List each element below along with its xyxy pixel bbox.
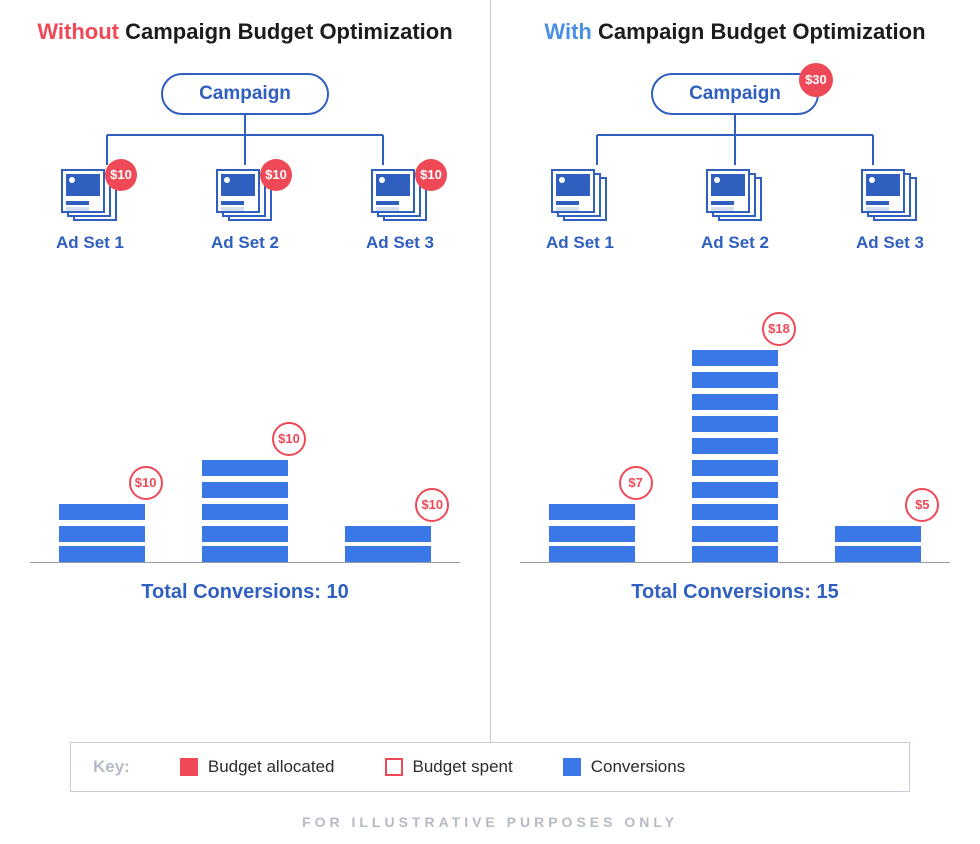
conversion-segment [835,546,921,562]
adset-stack-icon: $10 [216,169,274,221]
panel-without-cbo: Without Campaign Budget Optimization Cam… [0,0,490,760]
conversion-segment [345,526,431,542]
panel-with-cbo: With Campaign Budget Optimization Campai… [490,0,980,760]
campaign-label: Campaign [199,83,291,104]
budget-spent-badge: $10 [129,466,163,500]
budget-allocated-badge: $10 [260,159,292,191]
conversion-chart: $7 $18 $5 [520,303,950,563]
adset-label: Ad Set 2 [211,233,279,253]
total-conversions: Total Conversions: 10 [141,581,348,604]
legend-label: Budget allocated [208,757,335,777]
adset-stack-icon [706,169,764,221]
bar-column: $7 [537,498,647,562]
conversion-segment [549,504,635,520]
conversion-segment [59,526,145,542]
budget-spent-badge: $18 [762,312,796,346]
conversion-segment [549,546,635,562]
tree-connector-icon [535,115,935,171]
conversion-segment [202,482,288,498]
conversion-segment [202,526,288,542]
legend-item: Budget spent [385,757,513,777]
conversion-segment [59,504,145,520]
conversion-segment [835,526,921,542]
adset-node: Ad Set 1 [520,169,640,253]
conversion-chart: $10$10$10 [30,303,460,563]
adset-stack-icon [861,169,919,221]
swatch-budget-spent-icon [385,758,403,776]
budget-allocated-badge: $30 [799,63,833,97]
legend-item: Budget allocated [180,757,335,777]
conversion-segment [202,460,288,476]
bar-column: $18 [680,344,790,562]
bar-column: $10 [47,498,157,562]
tree-connector-icon [45,115,445,171]
bar-column: $10 [333,520,443,562]
conversion-segment [692,546,778,562]
conversion-segment [692,350,778,366]
legend-label: Budget spent [413,757,513,777]
title-accent: Without [37,19,119,44]
conversion-segment [692,504,778,520]
adset-node: Ad Set 2 [675,169,795,253]
campaign-node: Campaign [161,73,329,115]
title-accent: With [544,19,591,44]
conversion-segment [692,482,778,498]
title-rest: Campaign Budget Optimization [598,19,926,44]
conversion-segment [692,438,778,454]
campaign-label: Campaign [689,83,781,104]
conversion-segment [202,546,288,562]
conversion-segment [692,526,778,542]
conversion-segment [549,526,635,542]
budget-allocated-badge: $10 [105,159,137,191]
conversion-segment [692,372,778,388]
legend: Key: Budget allocated Budget spent Conve… [70,742,910,792]
bar-column: $10 [190,454,300,562]
conversion-segment [692,416,778,432]
vertical-divider [490,0,491,760]
adset-node: $10 Ad Set 2 [185,169,305,253]
swatch-conversions-icon [563,758,581,776]
adset-label: Ad Set 3 [366,233,434,253]
bar-column: $5 [823,520,933,562]
total-conversions: Total Conversions: 15 [631,581,838,604]
budget-spent-badge: $5 [905,488,939,522]
conversion-segment [202,504,288,520]
adset-node: Ad Set 3 [830,169,950,253]
adset-node: $10 Ad Set 3 [340,169,460,253]
swatch-budget-allocated-icon [180,758,198,776]
comparison-container: Without Campaign Budget Optimization Cam… [0,0,980,760]
adset-stack-icon [551,169,609,221]
adset-row: Ad Set 1 Ad Set 2 Ad Set 3 [520,169,950,253]
budget-spent-badge: $10 [415,488,449,522]
budget-allocated-badge: $10 [415,159,447,191]
adset-label: Ad Set 2 [701,233,769,253]
campaign-node: Campaign $30 [651,73,819,115]
conversion-segment [345,546,431,562]
footnote: FOR ILLUSTRATIVE PURPOSES ONLY [0,814,980,830]
budget-spent-badge: $7 [619,466,653,500]
adset-label: Ad Set 1 [56,233,124,253]
adset-label: Ad Set 1 [546,233,614,253]
panel-title: With Campaign Budget Optimization [544,18,925,47]
adset-node: $10 Ad Set 1 [30,169,150,253]
adset-stack-icon: $10 [61,169,119,221]
adset-row: $10 Ad Set 1 $10 Ad Set 2 $10 Ad Set 3 [30,169,460,253]
adset-label: Ad Set 3 [856,233,924,253]
conversion-segment [692,394,778,410]
legend-item: Conversions [563,757,686,777]
legend-key-label: Key: [93,757,130,777]
conversion-segment [59,546,145,562]
adset-stack-icon: $10 [371,169,429,221]
title-rest: Campaign Budget Optimization [125,19,453,44]
budget-spent-badge: $10 [272,422,306,456]
conversion-segment [692,460,778,476]
panel-title: Without Campaign Budget Optimization [37,18,452,47]
legend-label: Conversions [591,757,686,777]
